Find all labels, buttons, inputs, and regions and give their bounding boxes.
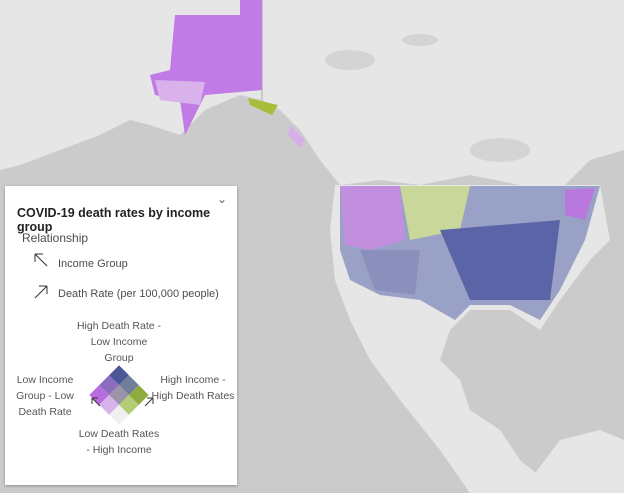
axis-label: Income Group [58, 258, 128, 270]
arrow-up-left [34, 253, 48, 267]
corner-label: High Death Rate - Low Income Group [76, 320, 162, 364]
arrow-up-right [34, 285, 48, 299]
corner-label: Low Death Rates - High Income [78, 428, 160, 456]
us-counties [340, 186, 600, 320]
legend-graphics [34, 253, 154, 425]
legend-title: COVID-19 death rates by income group [17, 206, 211, 234]
corner-label: High Income - High Death Rates [151, 374, 235, 402]
collapse-button[interactable]: ⌄ [217, 192, 228, 206]
alaska-counties [150, 0, 305, 148]
corner-label: Low Income Group - Low Death Rate [16, 374, 74, 418]
lakes [325, 34, 530, 162]
grid-cell [109, 385, 129, 405]
legend-subtitle: Relationship [22, 231, 89, 245]
grid-cell [128, 385, 149, 405]
arrow-right [144, 397, 154, 407]
bivariate-grid [89, 365, 149, 425]
arrow-left [91, 397, 101, 407]
axis-label: Death Rate (per 100,000 people) [58, 288, 219, 300]
legend-panel: COVID-19 death rates by income group ⌄ R… [5, 186, 237, 485]
